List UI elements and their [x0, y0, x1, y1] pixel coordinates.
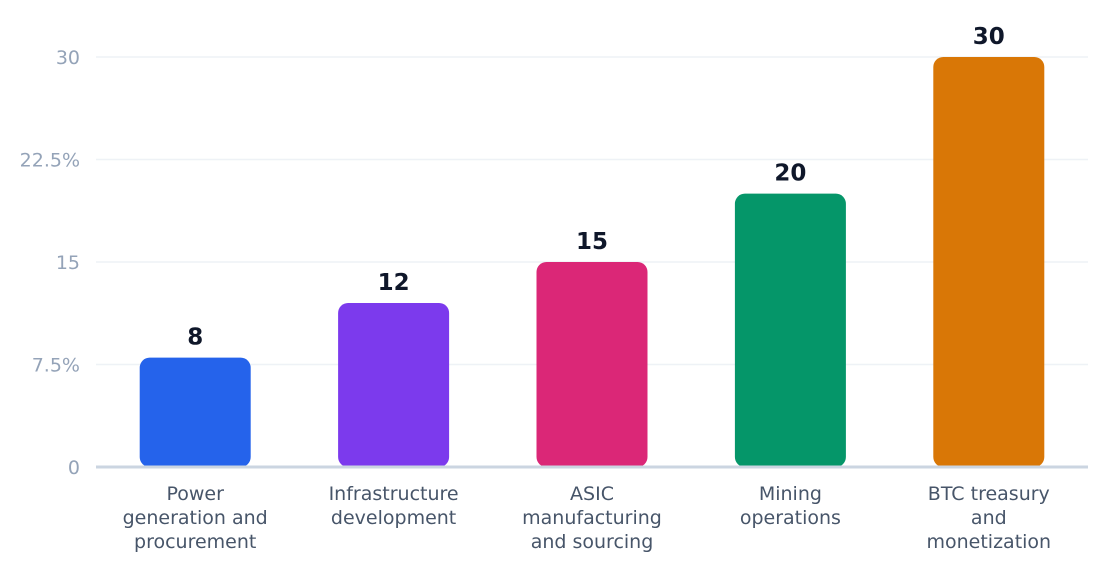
x-tick-label-line: operations: [740, 507, 841, 529]
data-label: 12: [378, 270, 410, 296]
x-tick-label-line: generation and: [123, 507, 268, 529]
x-tick-label-line: Mining: [759, 483, 822, 505]
x-tick-label-line: procurement: [134, 531, 256, 553]
x-tick-label-line: BTC treasury: [928, 483, 1050, 505]
x-tick-label-line: ASIC: [570, 483, 614, 505]
x-tick-label: Mining operations: [740, 483, 841, 529]
y-tick-label: 22.5%: [20, 150, 80, 172]
x-tick-label-line: Power: [166, 483, 224, 505]
data-label: 20: [774, 161, 806, 187]
x-tick-label: Power generation and procurement: [123, 483, 268, 553]
x-tick-label: BTC treasury and monetization: [926, 483, 1051, 553]
x-tick-label-line: and: [971, 507, 1007, 529]
x-tick-label-line: and sourcing: [531, 531, 654, 553]
bar: [734, 193, 846, 467]
x-axis-labels: Power generation and procurement Infrastruc…: [123, 483, 1051, 553]
bar: [139, 357, 251, 467]
x-tick-label-line: monetization: [926, 531, 1051, 553]
x-tick-label-line: development: [331, 507, 456, 529]
y-tick-label: 7.5%: [32, 355, 80, 377]
bars: [139, 57, 1045, 467]
data-label: 8: [187, 325, 203, 351]
y-tick-label: 30: [56, 47, 80, 69]
bar: [338, 303, 450, 467]
bar: [933, 57, 1045, 467]
x-tick-label-line: manufacturing: [522, 507, 662, 529]
data-labels: 8 12 15 20 30: [187, 24, 1005, 351]
bar: [536, 262, 648, 467]
data-label: 30: [973, 24, 1005, 50]
y-axis-ticks: 0 7.5% 15 22.5% 30: [20, 47, 80, 479]
x-tick-label: ASIC manufacturing and sourcing: [522, 483, 662, 553]
y-tick-label: 15: [56, 252, 80, 274]
y-tick-label: 0: [68, 457, 80, 479]
x-tick-label: Infrastructure development: [329, 483, 459, 529]
x-tick-label-line: Infrastructure: [329, 483, 459, 505]
data-label: 15: [576, 229, 608, 255]
